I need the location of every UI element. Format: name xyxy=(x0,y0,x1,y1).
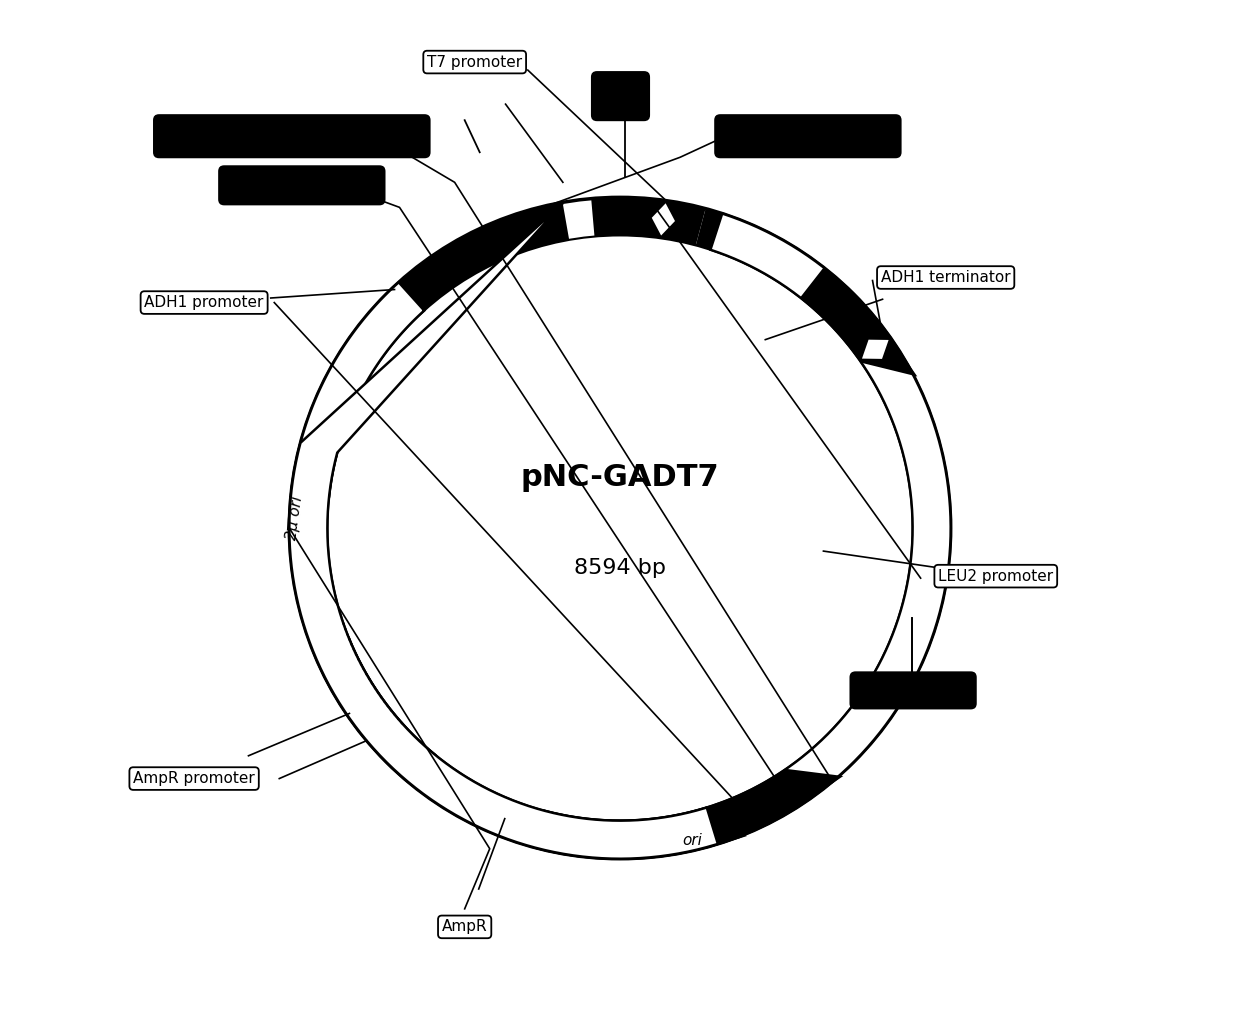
FancyBboxPatch shape xyxy=(714,114,901,158)
Text: T7 promoter: T7 promoter xyxy=(427,55,522,69)
Polygon shape xyxy=(800,267,918,377)
Polygon shape xyxy=(706,769,843,844)
FancyBboxPatch shape xyxy=(591,71,650,121)
Polygon shape xyxy=(534,808,744,859)
Text: 2μ ori: 2μ ori xyxy=(284,495,305,541)
Text: ADH1 promoter: ADH1 promoter xyxy=(144,295,264,310)
Polygon shape xyxy=(651,201,676,238)
Polygon shape xyxy=(563,776,795,859)
Polygon shape xyxy=(289,203,951,859)
Text: ori: ori xyxy=(682,833,702,848)
FancyBboxPatch shape xyxy=(218,166,386,205)
Text: LEU2 promoter: LEU2 promoter xyxy=(939,569,1053,583)
Polygon shape xyxy=(314,638,446,806)
Text: 8594 bp: 8594 bp xyxy=(574,558,666,578)
Text: AmpR: AmpR xyxy=(441,919,487,935)
Polygon shape xyxy=(861,338,890,360)
Text: pNC-GADT7: pNC-GADT7 xyxy=(521,463,719,493)
FancyBboxPatch shape xyxy=(849,672,977,709)
Polygon shape xyxy=(696,208,951,717)
Text: ADH1 terminator: ADH1 terminator xyxy=(880,270,1011,285)
Polygon shape xyxy=(386,735,465,809)
Polygon shape xyxy=(289,282,424,528)
Text: AmpR promoter: AmpR promoter xyxy=(133,771,255,786)
Polygon shape xyxy=(309,202,569,428)
Polygon shape xyxy=(289,197,951,859)
Polygon shape xyxy=(591,197,706,246)
FancyBboxPatch shape xyxy=(153,114,430,158)
